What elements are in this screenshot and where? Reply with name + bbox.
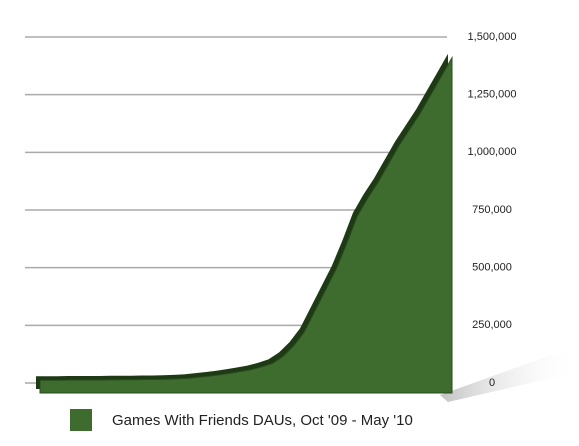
shadow [440,345,579,402]
area [39,55,453,394]
y-tick-label: 0 [489,377,495,389]
y-tick-label: 1,250,000 [468,89,517,101]
y-tick-label: 1,000,000 [468,146,517,158]
legend-text: Games With Friends DAUs, Oct '09 - May '… [112,412,413,429]
y-tick-label: 500,000 [472,262,512,274]
y-tick-label: 250,000 [472,319,512,331]
legend-swatch [70,409,92,431]
y-tick-label: 750,000 [472,204,512,216]
y-tick-label: 1,500,000 [468,31,517,43]
